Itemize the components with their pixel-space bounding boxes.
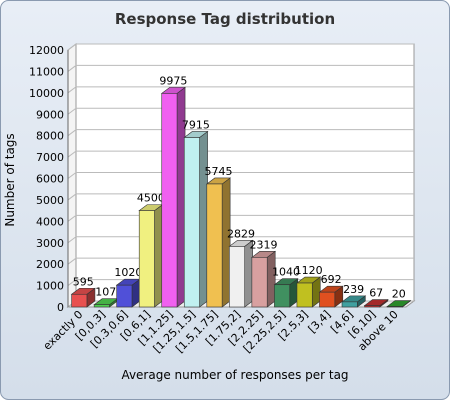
value-label: 20 — [392, 288, 406, 301]
value-label: 239 — [343, 283, 364, 296]
bar — [71, 293, 88, 308]
grid-line — [67, 107, 414, 115]
value-label: 4500 — [137, 192, 165, 205]
y-tick-label: 6000 — [36, 173, 64, 186]
bar — [93, 304, 110, 308]
value-label: 107 — [95, 286, 116, 299]
bar — [274, 284, 291, 308]
bar — [206, 183, 223, 308]
y-tick-label: 11000 — [29, 65, 64, 78]
bar — [116, 284, 133, 308]
grid-line — [67, 214, 414, 222]
value-label: 5745 — [204, 165, 232, 178]
bar-side — [154, 204, 163, 308]
y-axis-label: Number of tags — [3, 133, 17, 226]
grid-line — [67, 43, 414, 51]
bar — [229, 246, 245, 308]
bar — [319, 291, 336, 308]
value-label: 7915 — [182, 118, 210, 131]
value-label: 595 — [73, 275, 94, 288]
y-tick-label: 10000 — [29, 87, 64, 100]
y-tick-label: 3000 — [36, 237, 64, 250]
value-label: 2829 — [227, 227, 255, 240]
grid-line — [67, 257, 414, 265]
value-label: 692 — [321, 273, 342, 286]
value-label: 1020 — [114, 266, 142, 279]
bar-side — [221, 177, 231, 308]
grid-line — [67, 150, 414, 158]
bar — [341, 301, 358, 308]
value-label: 9975 — [159, 74, 187, 87]
y-tick-label: 4000 — [36, 215, 64, 228]
value-label: 2319 — [250, 238, 278, 251]
bar-side — [199, 130, 208, 308]
y-tick-label: 9000 — [36, 108, 64, 121]
y-tick-label: 7000 — [36, 151, 64, 164]
grid-line — [67, 236, 414, 244]
bar — [161, 93, 178, 308]
grid-line — [67, 86, 414, 94]
bar — [183, 137, 200, 308]
value-label: 67 — [369, 287, 383, 300]
bar — [364, 305, 381, 308]
value-label: 1040 — [272, 266, 300, 279]
bar — [251, 257, 268, 308]
y-tick-label: 2000 — [36, 258, 64, 271]
grid-line — [67, 64, 414, 72]
value-label: 1120 — [295, 264, 323, 277]
x-axis-label: Average number of responses per tag — [121, 368, 348, 382]
grid-line — [67, 129, 414, 137]
y-tick-label: 1000 — [36, 280, 64, 293]
bar — [296, 282, 313, 308]
y-tick-label: 5000 — [36, 194, 64, 207]
chart-title: Response Tag distribution — [115, 10, 335, 28]
grid-line — [67, 172, 414, 179]
y-tick-label: 8000 — [36, 130, 64, 143]
y-tick-label: 12000 — [29, 44, 64, 57]
bar-side — [266, 250, 276, 308]
y-tick-label: 0 — [57, 301, 64, 314]
grid-line — [67, 193, 414, 201]
bar — [138, 210, 155, 308]
